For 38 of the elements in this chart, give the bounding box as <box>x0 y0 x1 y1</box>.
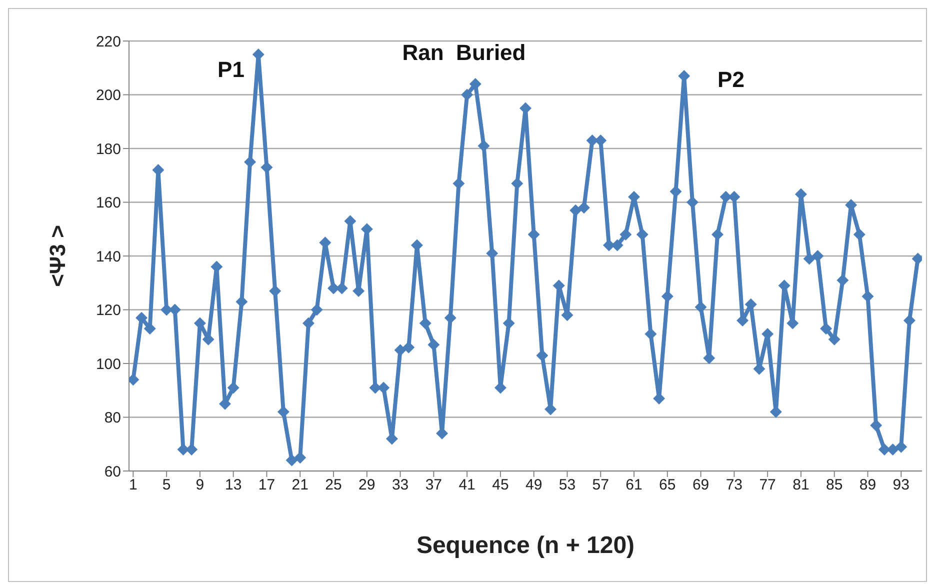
x-tick-label: 37 <box>425 476 442 494</box>
x-tick-label: 45 <box>492 476 509 494</box>
x-tick-label: 61 <box>626 476 642 494</box>
x-tick-label: 1 <box>129 476 138 494</box>
x-tick-label: 89 <box>859 476 876 494</box>
x-tick-label: 29 <box>358 476 376 494</box>
annotation: Ran Buried <box>402 40 526 65</box>
y-tick-label: 220 <box>96 33 121 50</box>
x-tick-label: 17 <box>258 476 276 494</box>
y-tick-label: 200 <box>96 87 121 104</box>
x-tick-label: 41 <box>458 476 476 494</box>
x-tick-label: 53 <box>558 476 576 494</box>
x-tick-label: 93 <box>892 476 910 494</box>
x-tick-label: 33 <box>392 476 409 494</box>
x-tick-label: 21 <box>292 476 308 494</box>
x-tick-label: 73 <box>726 476 743 494</box>
x-tick-label: 69 <box>692 476 710 494</box>
y-tick-label: 180 <box>96 140 121 158</box>
y-tick-label: 80 <box>104 410 121 427</box>
x-tick-label: 57 <box>592 476 609 494</box>
y-tick-label: 140 <box>96 248 121 266</box>
annotation: P1 <box>218 56 244 82</box>
x-tick-label: 81 <box>792 476 810 494</box>
x-tick-label: 49 <box>526 476 542 494</box>
x-tick-label: 13 <box>225 476 242 494</box>
y-axis-title: <Ψ3 > <box>44 225 70 287</box>
annotation: P2 <box>718 66 744 92</box>
x-tick-label: 77 <box>759 476 776 494</box>
x-tick-label: 85 <box>826 476 843 494</box>
x-tick-label: 25 <box>325 476 342 494</box>
y-tick-label: 160 <box>96 194 121 212</box>
x-tick-label: 9 <box>196 476 204 494</box>
x-tick-label: 65 <box>659 476 676 494</box>
y-tick-label: 100 <box>96 356 121 373</box>
y-tick-label: 120 <box>96 302 121 320</box>
x-axis-title: Sequence (n + 120) <box>416 532 635 559</box>
y-tick-label: 60 <box>104 463 121 480</box>
x-tick-label: 5 <box>162 476 171 494</box>
